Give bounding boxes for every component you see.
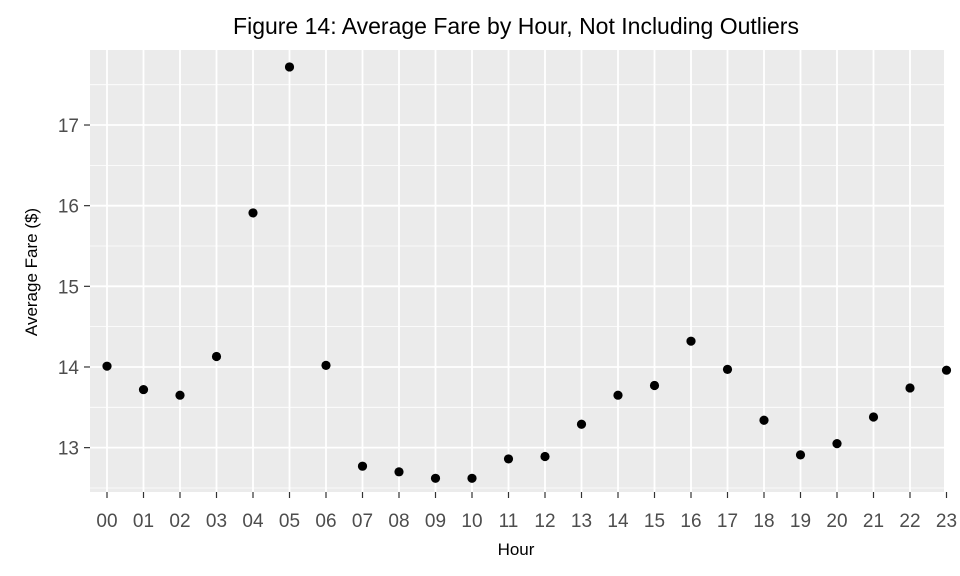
x-tick-label: 05	[279, 511, 300, 532]
data-point	[868, 412, 879, 422]
x-axis-tick-labels: 00 01 02 03 04 05 06 07 08 09 10 11 12 13 14 15 16 17 18 19…	[96, 511, 957, 532]
x-tick-label: 21	[863, 511, 884, 532]
data-point	[540, 451, 550, 462]
data-point	[503, 454, 514, 464]
y-tick-label: 14	[58, 358, 80, 379]
data-point	[394, 467, 404, 477]
x-tick-label: 00	[96, 511, 117, 532]
data-point	[686, 336, 696, 346]
data-point	[722, 364, 733, 375]
x-tick-label: 14	[607, 511, 629, 532]
data-point	[649, 380, 660, 391]
x-tick-label: 04	[242, 511, 264, 532]
y-tick-label: 13	[58, 439, 79, 460]
x-tick-label: 13	[571, 511, 592, 532]
x-tick-label: 02	[169, 511, 190, 532]
x-tick-label: 22	[899, 511, 920, 532]
data-points	[102, 62, 952, 483]
data-point	[175, 390, 185, 400]
data-point	[467, 473, 477, 483]
data-point	[759, 415, 769, 425]
data-point	[613, 390, 623, 400]
chart-title: Figure 14: Average Fare by Hour, Not Inc…	[233, 13, 799, 39]
data-point	[248, 208, 258, 218]
data-point	[138, 384, 149, 395]
data-point	[102, 361, 112, 371]
data-point	[832, 439, 842, 449]
x-tick-label: 06	[315, 511, 336, 532]
data-point	[321, 360, 331, 370]
x-tick-label: 20	[826, 511, 847, 532]
y-axis-tick-labels: 13 14 15 16 17	[58, 116, 80, 460]
x-tick-label: 09	[425, 511, 446, 532]
x-tick-label: 19	[790, 511, 811, 532]
x-tick-label: 08	[388, 511, 409, 532]
x-tick-label: 01	[133, 511, 154, 532]
axis-ticks	[84, 124, 948, 498]
data-point	[357, 461, 368, 471]
data-point	[795, 450, 806, 460]
x-tick-label: 23	[936, 511, 957, 532]
data-point	[430, 473, 441, 483]
x-tick-label: 12	[534, 511, 555, 532]
y-tick-label: 16	[58, 197, 79, 218]
y-axis-title: Average Fare ($)	[22, 208, 41, 336]
data-point	[211, 351, 222, 362]
x-axis-title: Hour	[498, 540, 535, 559]
x-tick-label: 07	[352, 511, 373, 532]
x-tick-label: 16	[680, 511, 701, 532]
plot-panel	[90, 50, 944, 492]
x-tick-label: 10	[461, 511, 482, 532]
data-point	[576, 419, 587, 429]
x-tick-label: 18	[753, 511, 774, 532]
grid-lines	[90, 50, 948, 492]
y-tick-label: 17	[58, 116, 79, 137]
y-tick-label: 15	[58, 277, 79, 298]
x-tick-label: 11	[499, 511, 519, 532]
data-point	[941, 365, 952, 375]
x-tick-label: 17	[717, 511, 738, 532]
data-point	[284, 62, 295, 72]
x-tick-label: 15	[644, 511, 665, 532]
x-tick-label: 03	[206, 511, 227, 532]
data-point	[905, 383, 915, 393]
